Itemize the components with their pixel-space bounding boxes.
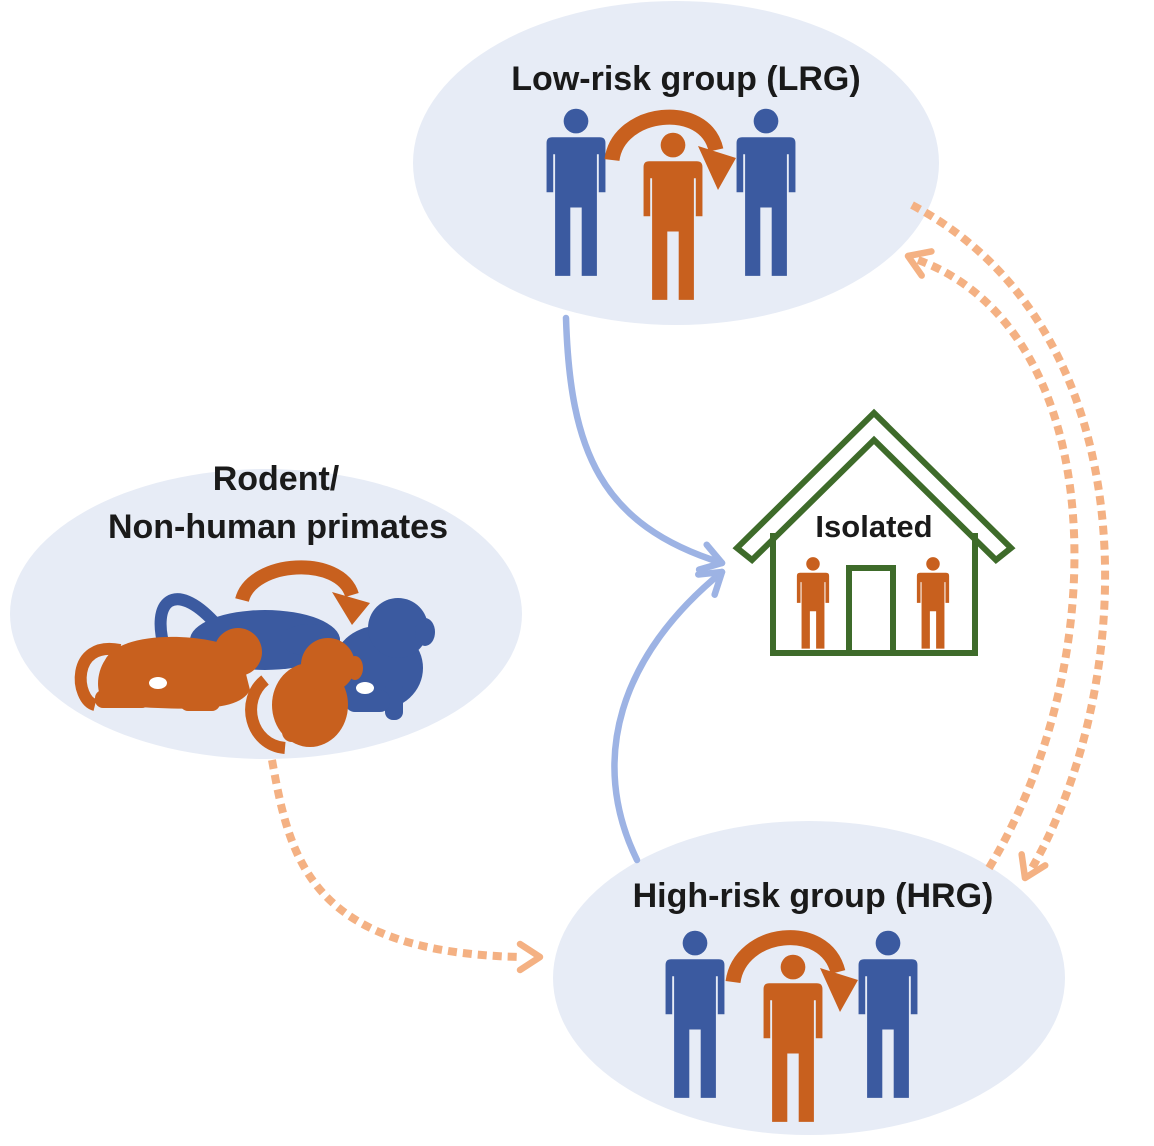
low-risk-group-label: Low-risk group (LRG) [511, 60, 860, 98]
isolated-label: Isolated [815, 509, 932, 544]
isolated-person-icon-right [916, 557, 950, 649]
high-risk-group-label: High-risk group (HRG) [633, 877, 994, 915]
lrg-transmission-arrow-icon [604, 109, 736, 190]
monkey-blue-icon [333, 598, 435, 720]
monkey-orange-icon [245, 638, 363, 754]
hrg-to-isolated-arrow [611, 562, 730, 864]
rodent-to-hrg-dashed-arrow [268, 759, 540, 970]
rodent-label-line2: Non-human primates [108, 508, 448, 546]
isolated-person-icon-left [796, 557, 830, 649]
lrg-to-hrg-dashed-arrow [910, 201, 1110, 883]
lrg-to-isolated-arrow [562, 314, 726, 575]
rodent-orange-icon [74, 628, 262, 711]
rodent-eye-icon [149, 677, 374, 694]
hrg-transmission-arrow-icon [725, 930, 858, 1012]
isolated-house-icon [732, 408, 1016, 656]
rodent-transmission-arrow-icon [235, 560, 370, 625]
rodent-label-line1: Rodent/ [213, 460, 340, 498]
hrg-to-lrg-dashed-arrow [903, 244, 1079, 871]
